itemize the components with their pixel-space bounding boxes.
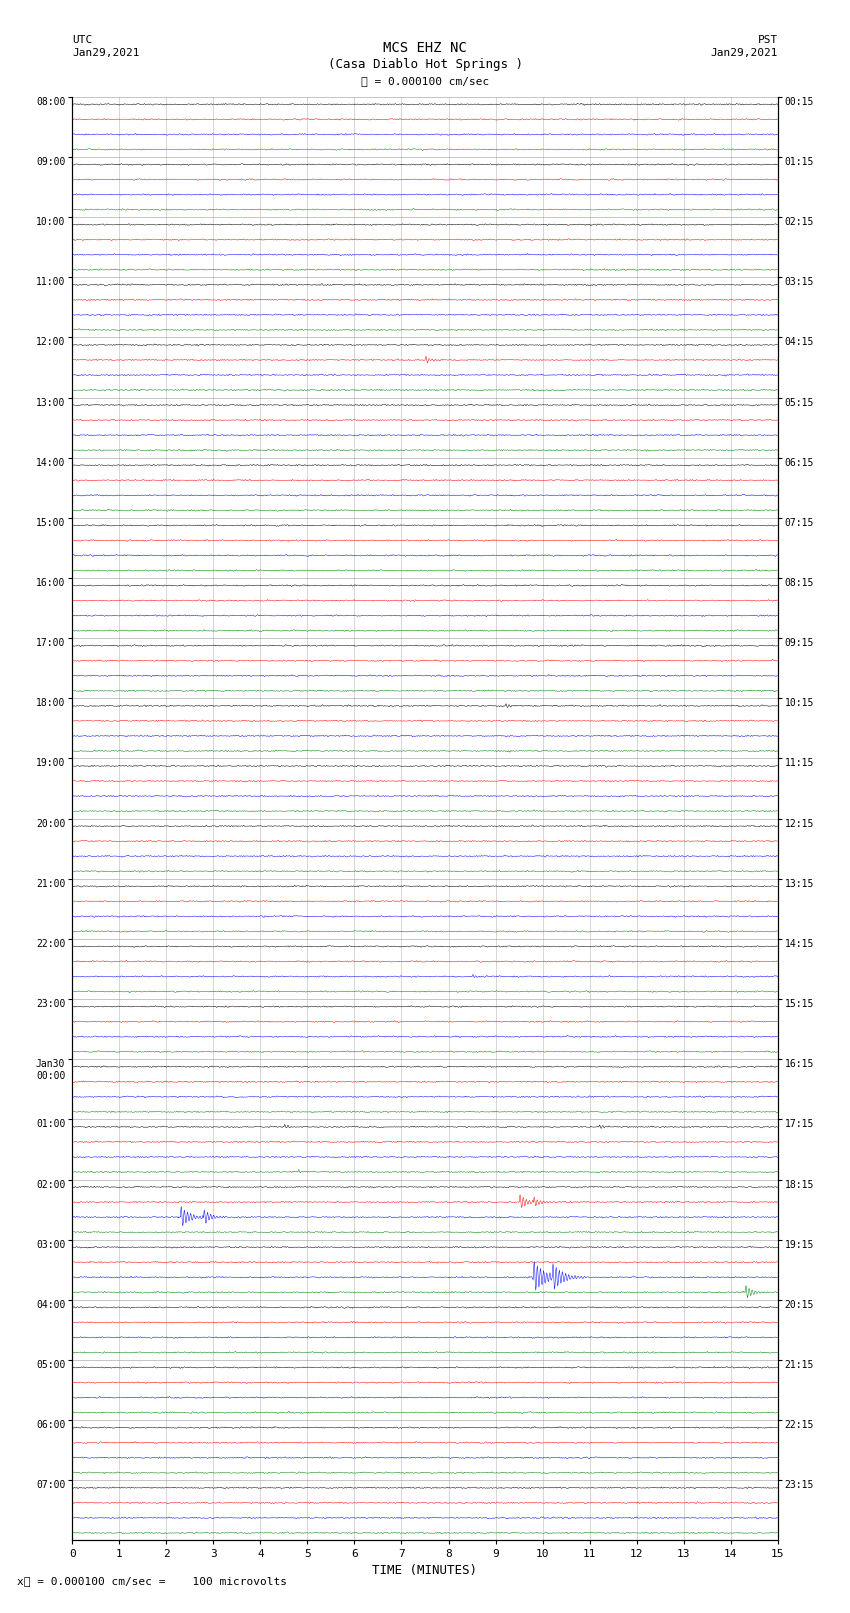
Text: PST: PST [757,35,778,45]
Text: Jan29,2021: Jan29,2021 [72,48,139,58]
X-axis label: TIME (MINUTES): TIME (MINUTES) [372,1563,478,1576]
Text: (Casa Diablo Hot Springs ): (Casa Diablo Hot Springs ) [327,58,523,71]
Text: UTC: UTC [72,35,93,45]
Text: MCS EHZ NC: MCS EHZ NC [383,42,467,55]
Text: Jan29,2021: Jan29,2021 [711,48,778,58]
Text: ⎸ = 0.000100 cm/sec: ⎸ = 0.000100 cm/sec [361,76,489,85]
Text: x⎸ = 0.000100 cm/sec =    100 microvolts: x⎸ = 0.000100 cm/sec = 100 microvolts [17,1576,287,1586]
